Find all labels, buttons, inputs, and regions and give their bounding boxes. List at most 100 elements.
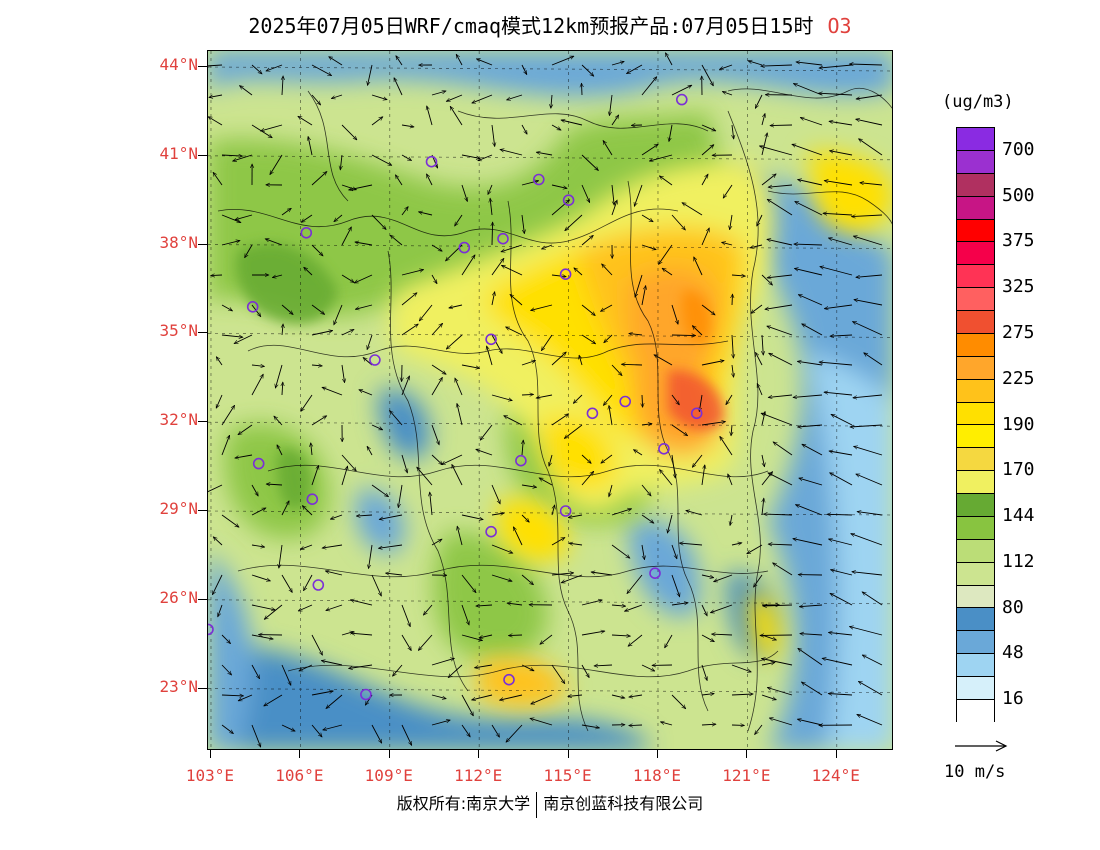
wind-arrow <box>487 184 493 195</box>
wind-arrow <box>564 424 583 439</box>
wind-arrow <box>215 394 223 408</box>
wind-arrow <box>311 724 322 737</box>
wind-arrow <box>401 207 408 216</box>
wind-arrow <box>852 215 883 217</box>
legend-swatch <box>957 608 994 632</box>
wind-arrow <box>341 124 357 140</box>
wind-arrow <box>728 474 733 486</box>
wind-arrow <box>629 695 643 697</box>
lat-label: 44°N <box>159 55 198 74</box>
wind-arrow <box>308 137 313 156</box>
wind-arrow <box>720 64 733 69</box>
wind-arrow <box>461 724 470 737</box>
wind-arrow <box>311 172 327 186</box>
wind-arrow <box>664 634 673 648</box>
wind-arrow <box>326 604 343 611</box>
wind-arrow <box>568 695 583 696</box>
wind-arrow <box>301 214 313 222</box>
wind-arrow <box>461 634 483 641</box>
wind-arrow <box>625 604 643 611</box>
wind-arrow <box>541 334 553 351</box>
wind-arrow <box>341 364 345 383</box>
forecast-map[interactable] <box>207 50 893 750</box>
city-marker-taiyuan <box>458 241 471 254</box>
legend-label: 144 <box>1002 505 1035 527</box>
wind-arrow <box>355 304 373 309</box>
city-marker-zhengzhou <box>485 333 497 346</box>
wind-arrow <box>476 449 493 456</box>
wind-arrow <box>793 84 823 96</box>
wind-arrow <box>591 572 613 576</box>
legend-label: 275 <box>1002 321 1035 343</box>
lon-label: 106°E <box>275 766 324 785</box>
wind-arrow <box>213 172 223 186</box>
wind-arrow <box>793 539 823 546</box>
wind-arrow <box>281 574 293 593</box>
wind-arrow <box>763 605 793 606</box>
wind-arrow <box>581 631 605 636</box>
wind-arrow <box>401 376 410 396</box>
wind-arrow <box>492 222 493 246</box>
wind-arrow <box>491 124 495 147</box>
wind-arrow <box>720 436 733 456</box>
lon-label: 103°E <box>185 766 235 785</box>
copyright-footer: 版权所有:南京大学 南京创蓝科技有限公司 <box>0 790 1100 818</box>
wind-arrow <box>857 713 883 726</box>
wind-arrow <box>221 241 240 246</box>
wind-arrow <box>461 604 469 625</box>
wind-arrow <box>551 94 552 108</box>
city-marker-kunming <box>208 623 214 636</box>
wind-arrow <box>551 414 569 426</box>
city-marker-nanjing <box>619 395 632 408</box>
wind-arrow <box>551 200 570 216</box>
wind-arrow <box>659 244 673 264</box>
copyright-left: 版权所有:南京大学 <box>396 794 531 813</box>
legend-swatch <box>957 242 994 266</box>
wind-arrow <box>854 300 883 306</box>
wind-arrow <box>431 538 442 546</box>
wind-arrow <box>330 514 343 519</box>
wind-arrow <box>770 125 793 126</box>
legend-label: 325 <box>1002 276 1035 298</box>
wind-arrow <box>398 484 403 508</box>
wind-arrow <box>251 664 260 679</box>
wind-arrow <box>301 394 313 411</box>
wind-arrow <box>730 214 733 230</box>
legend-swatch <box>957 265 994 289</box>
wind-arrow <box>701 574 714 578</box>
lon-tick <box>478 750 480 758</box>
wind-arrow <box>629 725 643 726</box>
wind-arrow <box>732 364 734 377</box>
wind-arrow <box>830 472 853 486</box>
lat-label: 23°N <box>159 676 198 696</box>
wind-arrow <box>281 724 295 732</box>
wind-arrow <box>419 212 433 216</box>
wind-arrow <box>390 235 403 246</box>
wind-arrow <box>401 293 417 306</box>
wind-arrow <box>423 604 433 615</box>
wind-arrow <box>671 214 685 230</box>
wind-arrow <box>660 470 673 486</box>
city-marker-beijing <box>532 173 545 186</box>
city-marker-yinchuan <box>300 227 313 239</box>
wind-arrow <box>731 275 745 276</box>
wind-arrow <box>611 115 619 126</box>
wind-arrow <box>755 352 763 366</box>
wind-arrow <box>732 124 734 139</box>
wind-arrow <box>761 133 767 156</box>
wind-arrow <box>604 334 613 343</box>
wind-arrow <box>611 605 626 606</box>
wind-arrow <box>501 264 523 276</box>
wind-arrow <box>824 392 853 396</box>
wind-arrow <box>221 304 233 312</box>
wind-arrow <box>829 539 853 546</box>
wind-arrow <box>830 592 853 606</box>
wind-arrow <box>354 274 373 284</box>
wind-arrow <box>540 634 553 644</box>
legend-swatch <box>957 494 994 517</box>
wind-arrow <box>565 214 583 231</box>
wind-arrow <box>858 681 883 696</box>
wind-arrow <box>341 227 352 246</box>
wind-arrow <box>491 484 501 504</box>
wind-arrow <box>797 719 823 726</box>
